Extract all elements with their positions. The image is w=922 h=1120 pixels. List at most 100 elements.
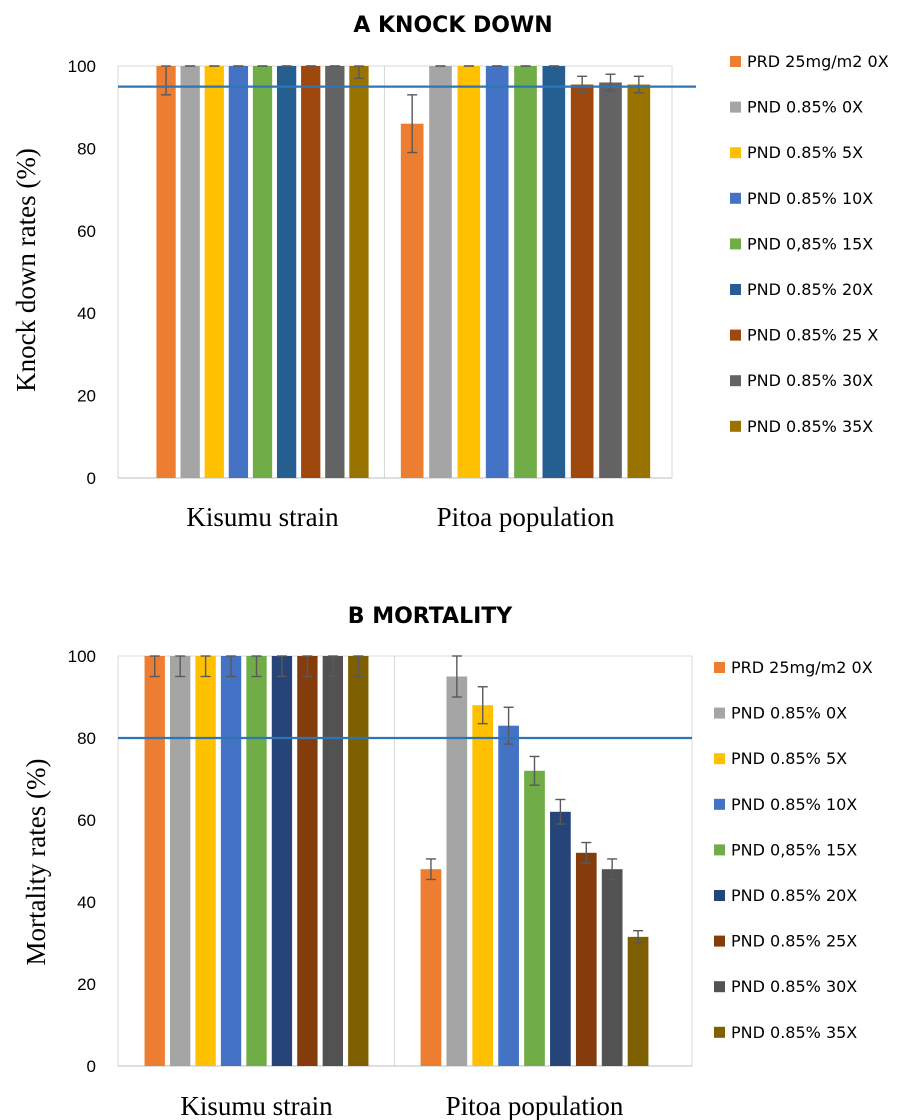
- legend-label: PND 0.85% 5X: [747, 143, 863, 162]
- legend-swatch: [730, 56, 741, 67]
- legend-swatch: [730, 192, 741, 204]
- bar: [180, 66, 200, 478]
- bar: [195, 656, 216, 1066]
- legend-swatch: [730, 375, 741, 387]
- error-bar: [226, 655, 237, 678]
- category-label: Kisumu strain: [186, 502, 339, 532]
- bar: [228, 66, 249, 478]
- bar: [156, 66, 176, 478]
- legend-swatch: [730, 329, 741, 341]
- bar: [252, 66, 273, 478]
- bar: [627, 936, 649, 1066]
- legend-label: PND 0.85% 0X: [731, 704, 847, 723]
- bar: [349, 66, 369, 478]
- legend-label: PND 0.85% 10X: [747, 189, 873, 208]
- legend-label: PND 0.85% 30X: [731, 977, 857, 996]
- legend-swatch: [730, 284, 741, 295]
- y-tick-label: 60: [77, 811, 96, 830]
- bar: [204, 66, 224, 478]
- error-bar: [175, 655, 186, 678]
- bar: [271, 656, 293, 1066]
- bar: [542, 66, 566, 478]
- legend-label: PND 0.85% 0X: [747, 98, 863, 117]
- legend-swatch: [730, 101, 741, 113]
- bar: [498, 725, 519, 1066]
- bar: [429, 66, 452, 478]
- bar: [446, 676, 468, 1066]
- legend-label: PND 0.85% 10X: [731, 795, 857, 814]
- bar: [570, 84, 594, 478]
- y-tick-label: 80: [77, 729, 96, 748]
- bar: [601, 869, 623, 1066]
- y-tick-label: 100: [68, 57, 96, 76]
- category-label: Pitoa population: [437, 502, 615, 532]
- y-axis-label: Knock down rates (%): [11, 148, 41, 392]
- bar: [472, 705, 494, 1066]
- error-bar: [451, 655, 462, 698]
- legend-swatch: [714, 798, 725, 810]
- error-bar: [302, 655, 313, 678]
- error-bar: [200, 655, 211, 678]
- legend-label: PND 0.85% 25X: [731, 932, 857, 951]
- error-bar: [251, 655, 262, 678]
- legend-swatch: [730, 420, 741, 432]
- bar: [322, 656, 344, 1066]
- legend-swatch: [714, 890, 725, 901]
- error-bar: [605, 73, 616, 92]
- bar: [457, 66, 481, 478]
- error-bar: [581, 841, 592, 864]
- error-bar: [633, 930, 644, 944]
- bar: [514, 66, 537, 478]
- bar: [246, 656, 267, 1066]
- y-axis-label: Mortality rates (%): [21, 759, 51, 966]
- bar: [297, 656, 318, 1066]
- y-tick-label: 100: [68, 647, 96, 666]
- category-label: Kisumu strain: [180, 1091, 333, 1120]
- error-bar: [327, 655, 338, 678]
- legend-label: PND 0.85% 25 X: [747, 326, 878, 345]
- legend-label: PND 0,85% 15X: [731, 840, 857, 859]
- error-bar: [353, 655, 364, 678]
- legend-label: PND 0.85% 35X: [731, 1023, 857, 1042]
- legend-swatch: [714, 935, 725, 947]
- error-bar: [161, 65, 172, 96]
- chart-title: B MORTALITY: [348, 604, 514, 629]
- y-tick-label: 20: [77, 387, 96, 406]
- bar: [575, 852, 597, 1066]
- bar: [400, 123, 424, 479]
- bar: [550, 811, 571, 1066]
- legend: PRD 25mg/m2 0X PND 0.85% 0X PND 0.85% 5X PN…: [730, 52, 889, 436]
- y-tick-label: 80: [77, 139, 96, 158]
- bar: [144, 656, 165, 1066]
- legend-label: PND 0.85% 5X: [731, 749, 847, 768]
- bar: [301, 66, 321, 478]
- chart-panel-a: A KNOCK DOWN 0 20 40 60 80 100 Knock down rates…: [11, 13, 889, 532]
- error-bar: [555, 798, 566, 825]
- y-tick-label: 40: [77, 304, 96, 323]
- error-bar: [425, 858, 436, 881]
- bar: [325, 66, 345, 478]
- y-tick-label: 0: [87, 1057, 96, 1076]
- error-bar: [407, 94, 418, 154]
- chart-title: A KNOCK DOWN: [353, 13, 552, 38]
- legend-label: PND 0.85% 35X: [747, 417, 873, 436]
- bar: [599, 82, 622, 478]
- bar: [485, 66, 509, 478]
- y-tick-label: 60: [77, 222, 96, 241]
- bar: [420, 869, 442, 1066]
- y-tick-label: 0: [87, 469, 96, 488]
- bar: [627, 84, 651, 478]
- error-bar: [149, 655, 160, 678]
- error-bar: [633, 75, 644, 94]
- error-bar: [607, 858, 618, 881]
- bar: [220, 656, 242, 1066]
- bar: [169, 656, 191, 1066]
- legend-label: PND 0,85% 15X: [747, 234, 873, 253]
- bar: [524, 770, 545, 1066]
- legend-label: PND 0.85% 20X: [731, 886, 857, 905]
- error-bar: [353, 65, 364, 80]
- legend-swatch: [714, 1026, 725, 1038]
- bar: [348, 656, 369, 1066]
- legend-swatch: [714, 707, 725, 719]
